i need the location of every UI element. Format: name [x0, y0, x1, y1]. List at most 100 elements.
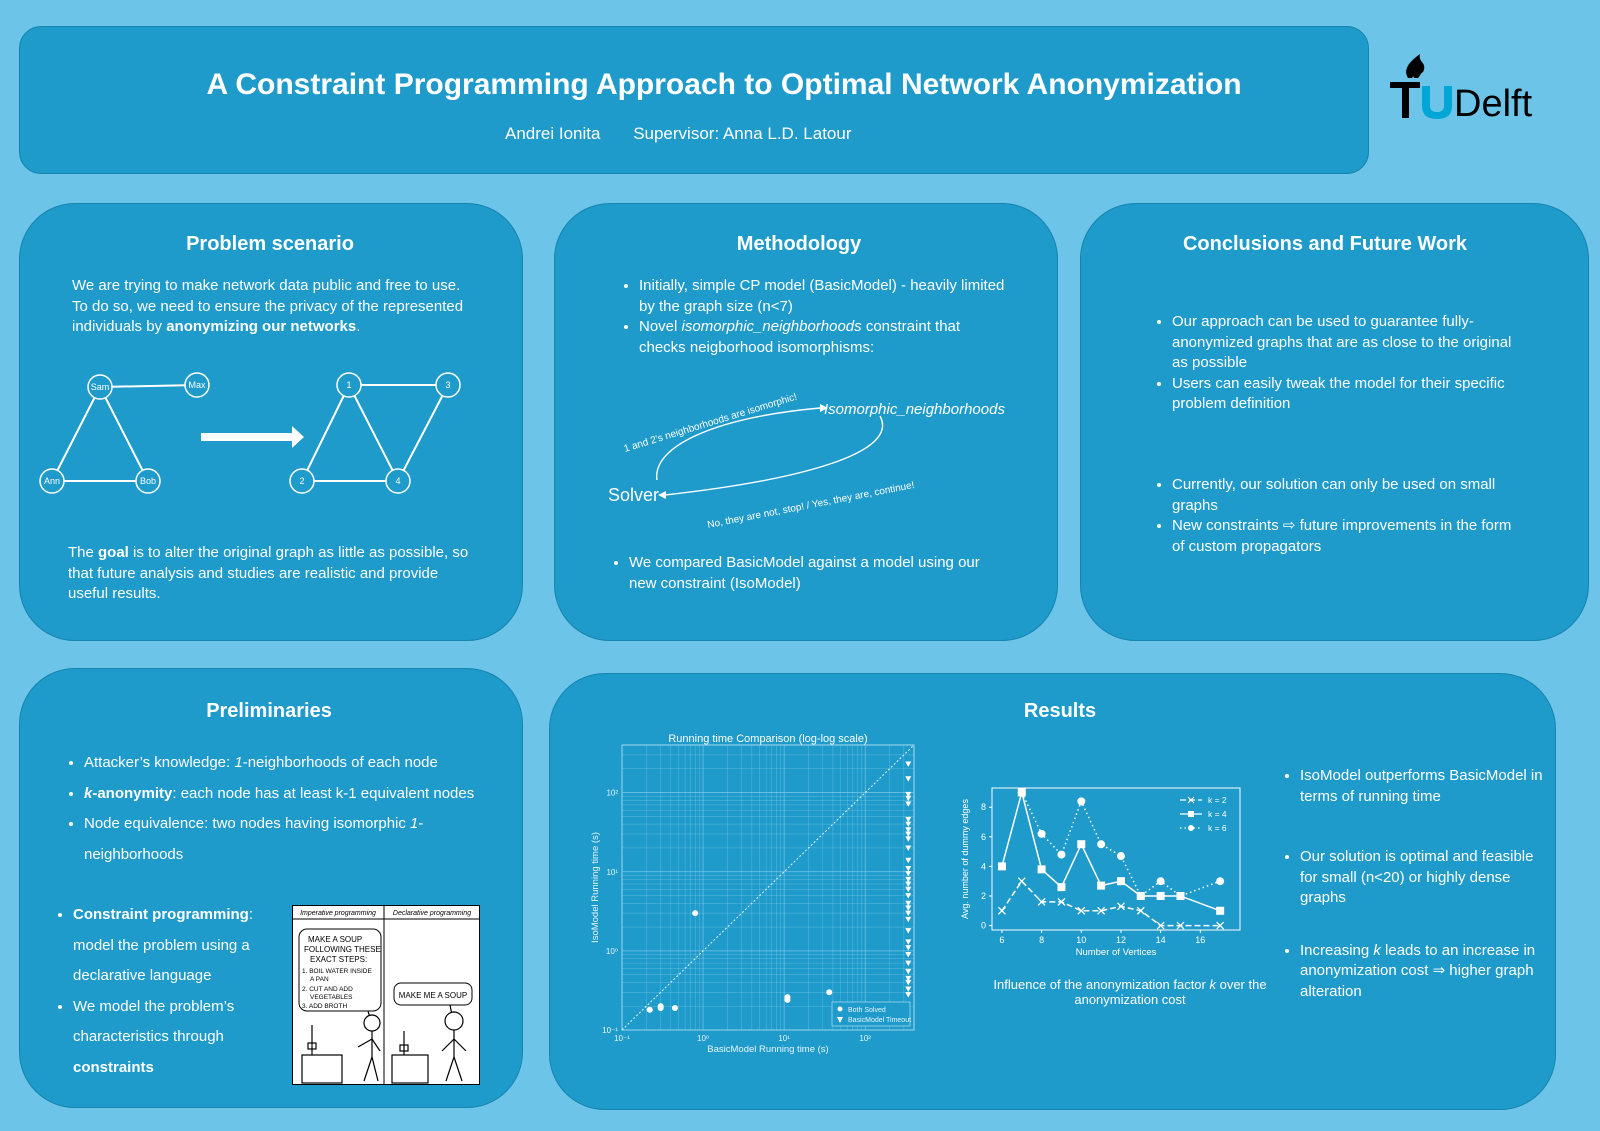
data-point-timeout [905, 916, 912, 923]
comic-bubble2: MAKE ME A SOUP [399, 991, 467, 1000]
data-point-timeout [905, 928, 912, 934]
data-point-k4 [1216, 906, 1225, 915]
goal-bold: goal [98, 544, 129, 561]
data-point-k2 [1117, 902, 1125, 911]
data-point-timeout [905, 905, 912, 911]
solver-label: Solver [608, 485, 659, 505]
node-label: Bob [140, 476, 156, 486]
x-tick-label: 10² [859, 1034, 871, 1043]
legend-label: k = 4 [1208, 809, 1227, 819]
y-axis-label: IsoModel Running time (s) [590, 832, 601, 943]
data-point-k6 [1136, 891, 1145, 900]
preliminaries-cp-bullets: Constraint programming: model the proble… [55, 900, 280, 1083]
chart-title: Running time Comparison (log-log scale) [668, 733, 867, 745]
results-heading: Results [1023, 700, 1097, 722]
comic-bubble-line: 1. BOIL WATER INSIDE [302, 968, 372, 975]
series-line [1021, 792, 1221, 898]
data-point-k2 [1037, 897, 1046, 906]
methodology-bullet: Initially, simple CP model (BasicModel) … [639, 276, 1007, 317]
legend-box [831, 1001, 911, 1027]
data-point-timeout [905, 865, 912, 872]
transform-arrow [201, 426, 304, 448]
data-point-k2 [1136, 906, 1145, 915]
x-tick-label: 16 [1195, 935, 1205, 945]
data-point-timeout [905, 900, 912, 907]
x-tick-label: 10 [1076, 935, 1086, 945]
data-point-k4 [1156, 891, 1165, 900]
data-point-timeout [905, 845, 912, 851]
diagram-bottom-label: No, they are not, stop! / Yes, they are,… [706, 480, 915, 531]
methodology-bullet: Novel isomorphic_neighborhoods constrain… [639, 317, 1007, 358]
preliminary-bullet: Node equivalence: two nodes having isomo… [84, 809, 502, 870]
legend-marker-both [837, 1006, 843, 1012]
conclusion-bullet: New constraints ⇨ future improvements in… [1172, 516, 1520, 557]
legend-label: BasicModel Timeout [848, 1017, 911, 1024]
b1-pre: Attacker’s knowledge: [84, 754, 235, 771]
results-bullets: IsoModel outperforms BasicModel in terms… [1280, 766, 1550, 1002]
data-point-timeout [905, 992, 912, 998]
goal-post: is to alter the original graph as little… [68, 544, 469, 602]
data-point-both-solved [646, 1006, 653, 1013]
y-axis-label: Avg. number of dummy edges [960, 799, 970, 919]
caption-pre: Influence of the anonymization factor [993, 977, 1210, 992]
data-point-k2 [1156, 921, 1165, 930]
series-line [1001, 879, 1221, 927]
data-point-timeout [905, 986, 912, 992]
intro-text: We are trying to make network data publi… [72, 277, 464, 335]
node-label: Max [188, 380, 206, 390]
data-point-k2 [1176, 921, 1185, 930]
b2-ital: isomorphic_neighborhoods [681, 318, 862, 335]
data-point-k6 [1176, 891, 1185, 900]
methodology-heading: Methodology [736, 233, 862, 255]
b1-post: -neighborhoods of each node [242, 754, 438, 771]
caption-post: over the anonymization cost [1074, 977, 1267, 1007]
b1-ital: 1 [234, 754, 243, 771]
data-point-k6 [1216, 877, 1225, 886]
data-point-k2 [1216, 921, 1225, 930]
b4-post: : model the problem using a declarative … [73, 906, 254, 984]
x-axis-label: Number of Vertices [1076, 947, 1157, 958]
conclusions-panel [1080, 203, 1589, 641]
data-point-timeout [905, 945, 912, 951]
x-tick-label: 10¹ [778, 1034, 790, 1043]
data-point-timeout [905, 801, 912, 807]
data-point-k4 [1097, 881, 1106, 890]
b5-bold: constraints [73, 1058, 154, 1076]
data-point-k2 [1057, 897, 1066, 906]
b4-bold: Constraint programming [73, 906, 249, 923]
series-line [1001, 789, 1221, 912]
comic-bubble-line: VEGETABLES [310, 994, 353, 1001]
result-bullet: IsoModel outperforms BasicModel in terms… [1300, 766, 1550, 807]
comic-col1: Imperative programming [300, 910, 376, 917]
y-tick-label: 8 [981, 802, 986, 812]
legend-marker [1188, 825, 1194, 831]
data-point-k6 [1017, 788, 1026, 797]
comic-bubble-line: MAKE A SOUP [308, 935, 362, 944]
data-point-timeout [905, 979, 912, 986]
data-point-timeout [905, 776, 912, 782]
b2-anon: -anonymity [92, 784, 173, 802]
methodology-bullets: Initially, simple CP model (BasicModel) … [617, 276, 1007, 358]
b5-pre: We model the problem’s characteristics t… [73, 997, 235, 1046]
y-tick-label: 10² [606, 789, 618, 798]
plot-frame [991, 787, 1241, 931]
y-tick-label: 0 [981, 921, 986, 931]
data-point-both-solved [784, 996, 791, 1003]
author-line: Andrei Ionita Supervisor: Anna L.D. Lato… [505, 124, 879, 144]
data-point-k6 [1097, 840, 1106, 849]
data-point-timeout [905, 816, 912, 823]
data-point-timeout [905, 871, 912, 877]
b3-ital: k [1373, 941, 1381, 959]
node-label: Ann [44, 476, 60, 486]
data-point-k4 [1077, 840, 1086, 849]
legend-label: k = 2 [1208, 795, 1227, 805]
data-point-k6 [1156, 877, 1165, 886]
data-point-timeout [905, 857, 912, 864]
data-point-timeout [905, 960, 912, 967]
result-bullet: Increasing k leads to an increase in ano… [1300, 941, 1550, 1003]
data-point-timeout [905, 876, 912, 883]
legend-marker-timeout [837, 1017, 843, 1023]
b3-pre: Increasing [1300, 941, 1374, 959]
y-tick-label: 10¹ [606, 868, 618, 877]
data-point-timeout [905, 951, 912, 958]
